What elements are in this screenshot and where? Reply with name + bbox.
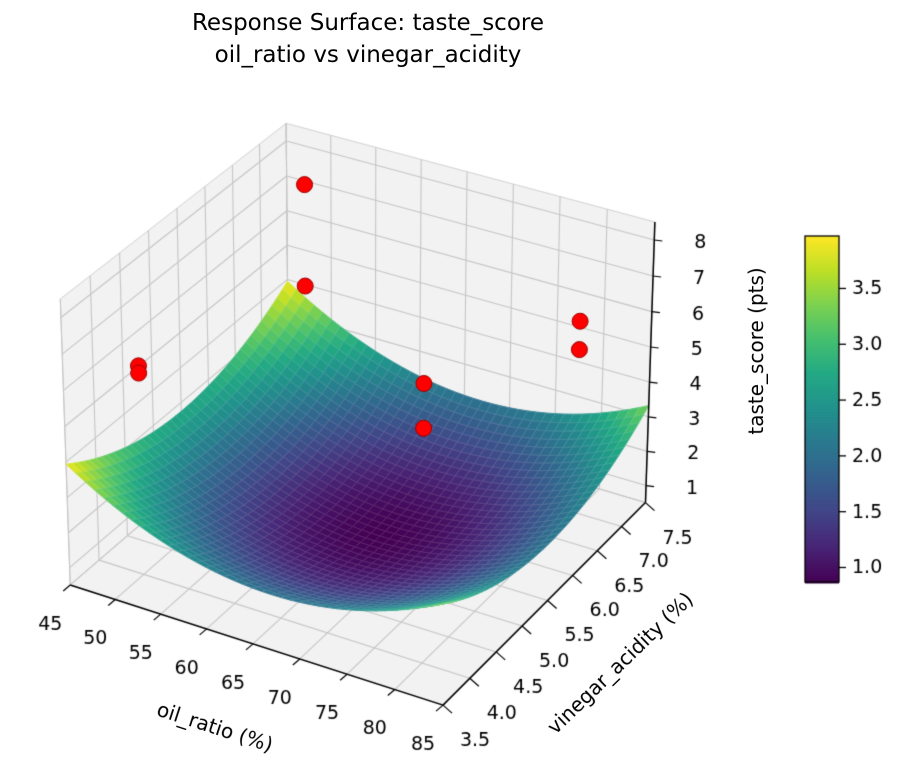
chart-title-line1: Response Surface: taste_score [191,10,545,36]
z-axis-label: taste_score (pts) [744,267,768,435]
chart-title: Response Surface: taste_score oil_ratio … [192,8,544,71]
chart-title-line2: oil_ratio vs vinegar_acidity [214,41,522,68]
